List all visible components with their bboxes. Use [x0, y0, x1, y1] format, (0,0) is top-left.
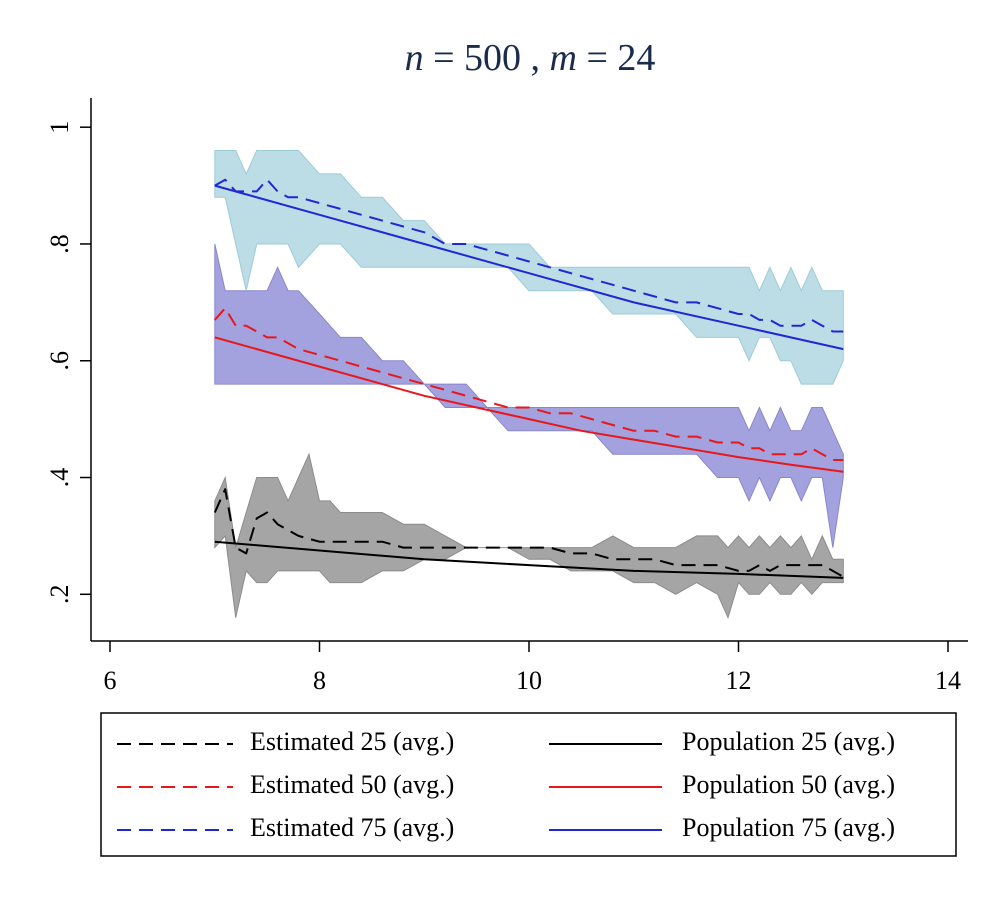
title-n-variable: n: [405, 37, 424, 79]
y-tick-label: .2: [45, 585, 74, 605]
y-tick-label: 1: [45, 121, 74, 134]
band-25: [214, 452, 844, 620]
y-tick-label: .4: [45, 468, 74, 488]
legend-label-est75: Estimated 75 (avg.): [250, 813, 454, 842]
title-m-variable: m: [550, 37, 577, 79]
chart-title: n = 500 , m = 24: [405, 37, 656, 79]
confidence-bands: [214, 150, 844, 620]
x-axis-ticks: 6 8 10 12 14: [104, 641, 961, 695]
x-tick-label: 6: [104, 666, 117, 695]
legend-label-pop25: Population 25 (avg.): [682, 727, 895, 756]
y-axis-ticks: .2 .4 .6 .8 1: [45, 121, 91, 604]
legend-label-est25: Estimated 25 (avg.): [250, 727, 454, 756]
series-pop50: [214, 336, 844, 473]
title-m-value: = 24: [577, 37, 655, 79]
series-est25: [213, 488, 844, 578]
x-tick-label: 14: [935, 666, 961, 695]
series-est50: [214, 307, 844, 461]
band-75: [214, 150, 844, 385]
x-tick-label: 12: [726, 666, 752, 695]
x-tick-label: 10: [516, 666, 542, 695]
legend-label-pop50: Population 50 (avg.): [682, 770, 895, 799]
series-pop25: [214, 540, 844, 579]
title-n-value: = 500 ,: [424, 37, 550, 79]
series-pop75: [214, 184, 844, 351]
legend-label-est50: Estimated 50 (avg.): [250, 770, 454, 799]
legend-items: Estimated 25 (avg.) Population 25 (avg.) E…: [117, 727, 895, 842]
legend-label-pop75: Population 75 (avg.): [682, 813, 895, 842]
x-tick-label: 8: [313, 666, 326, 695]
y-tick-label: .6: [45, 351, 74, 371]
band-50: [214, 243, 844, 548]
legend-box: [100, 712, 957, 857]
series-est75: [214, 178, 844, 333]
y-tick-label: .8: [45, 234, 74, 254]
series-lines: [213, 178, 844, 579]
legend: Estimated 25 (avg.) Population 25 (avg.) E…: [100, 712, 957, 857]
